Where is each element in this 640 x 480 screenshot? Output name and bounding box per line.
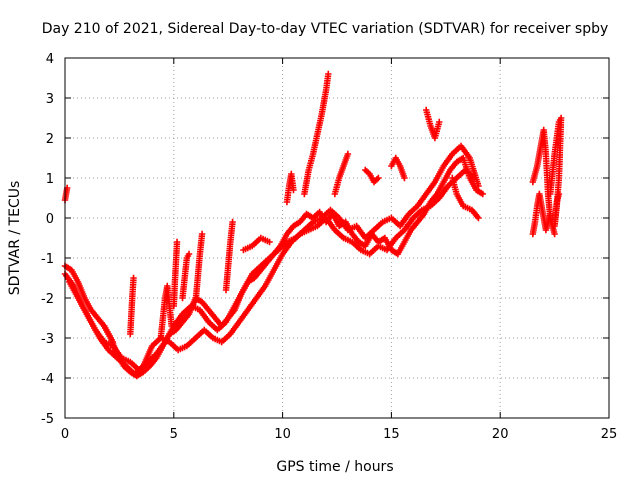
data-point xyxy=(168,322,175,330)
x-tick-label: 5 xyxy=(170,427,178,442)
y-tick-label: -5 xyxy=(41,412,54,427)
data-point xyxy=(198,230,206,238)
series-spike-2 xyxy=(127,274,137,338)
y-tick-label: -4 xyxy=(41,372,54,387)
x-tick-label: 15 xyxy=(383,427,400,442)
series-trace-a xyxy=(61,184,71,204)
y-tick-label: 1 xyxy=(46,172,54,187)
y-tick-labels: -5 -4 -3 -2 -1 0 1 2 3 4 xyxy=(41,52,54,427)
series-late-3 xyxy=(547,114,565,230)
series-spike-9 xyxy=(283,170,297,206)
series-late-2 xyxy=(529,190,554,238)
data-point xyxy=(173,238,181,246)
y-tick-label: 4 xyxy=(46,52,54,67)
data-point xyxy=(185,250,193,258)
series-spike-4 xyxy=(170,238,181,310)
data-point xyxy=(325,70,332,78)
series-spike-10 xyxy=(301,70,332,198)
data-point xyxy=(344,150,352,158)
data-point xyxy=(229,218,236,226)
data-point xyxy=(479,190,486,198)
series-trace-d xyxy=(66,142,482,374)
x-axis-label: GPS time / hours xyxy=(276,459,393,475)
series-spike-13 xyxy=(388,154,408,182)
x-tick-label: 10 xyxy=(274,427,291,442)
y-axis-label: SDTVAR / TECUs xyxy=(7,181,23,296)
chart-title: Day 210 of 2021, Sidereal Day-to-day VTE… xyxy=(42,21,609,37)
y-tick-label: -3 xyxy=(41,332,54,347)
data-point xyxy=(130,274,137,282)
y-tick-label: -1 xyxy=(41,252,54,267)
data-point xyxy=(436,118,443,126)
series-spike-7 xyxy=(222,218,236,294)
y-tick-label: 0 xyxy=(46,212,54,227)
y-tick-label: 2 xyxy=(46,132,54,147)
y-tick-label: 3 xyxy=(46,92,54,107)
series-spike-12 xyxy=(362,166,382,186)
x-tick-label: 20 xyxy=(492,427,509,442)
series-spike-15 xyxy=(449,174,482,222)
y-tick-label: -2 xyxy=(41,292,54,307)
plot-frame xyxy=(64,57,610,419)
series-spike-8 xyxy=(240,234,273,254)
series-spike-6 xyxy=(192,230,206,306)
data-point xyxy=(555,190,563,198)
series-spike-1 xyxy=(100,322,117,346)
x-tick-label: 0 xyxy=(61,427,69,442)
series-spike-11 xyxy=(331,150,352,198)
axis-ticks xyxy=(64,57,610,419)
data-point xyxy=(401,174,408,182)
data-point xyxy=(475,214,482,222)
data-point xyxy=(547,210,554,218)
data-point xyxy=(266,238,273,246)
series-spike-14 xyxy=(423,106,443,142)
x-tick-labels: 0 5 10 15 20 25 xyxy=(61,427,617,442)
data-point xyxy=(109,338,117,346)
data-point xyxy=(290,186,297,194)
x-tick-label: 25 xyxy=(601,427,618,442)
data-point xyxy=(551,230,558,238)
data-point xyxy=(475,182,482,190)
series-trace-c xyxy=(61,166,478,378)
data-points xyxy=(61,70,565,380)
series-spike-5 xyxy=(179,250,193,302)
data-point xyxy=(375,174,382,182)
